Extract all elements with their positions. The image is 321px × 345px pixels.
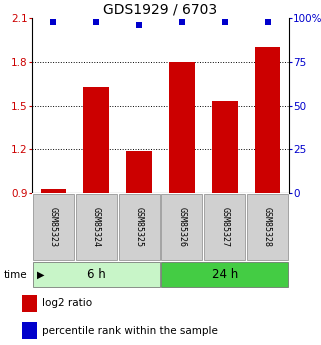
Bar [33, 262, 160, 287]
Bar [22, 322, 37, 339]
Text: GSM85327: GSM85327 [220, 207, 229, 247]
Bar [247, 194, 288, 260]
Text: time: time [3, 269, 27, 279]
Bar [204, 194, 245, 260]
Text: GDS1929 / 6703: GDS1929 / 6703 [103, 2, 218, 16]
Bar [255, 47, 281, 193]
Bar [33, 194, 74, 260]
Text: log2 ratio: log2 ratio [42, 298, 92, 308]
Bar [212, 101, 238, 193]
Text: GSM85328: GSM85328 [263, 207, 272, 247]
Text: GSM85324: GSM85324 [92, 207, 101, 247]
Bar [83, 87, 109, 193]
Bar [161, 262, 288, 287]
Bar [126, 151, 152, 193]
Bar [40, 189, 66, 193]
Text: ▶: ▶ [37, 269, 44, 279]
Text: 6 h: 6 h [87, 268, 106, 281]
Text: GSM85323: GSM85323 [49, 207, 58, 247]
Bar [169, 62, 195, 193]
Text: percentile rank within the sample: percentile rank within the sample [42, 326, 218, 336]
Bar [22, 295, 37, 312]
Text: GSM85325: GSM85325 [134, 207, 143, 247]
Text: GSM85326: GSM85326 [178, 207, 187, 247]
Text: 24 h: 24 h [212, 268, 238, 281]
Bar [76, 194, 117, 260]
Bar [118, 194, 160, 260]
Bar [161, 194, 203, 260]
